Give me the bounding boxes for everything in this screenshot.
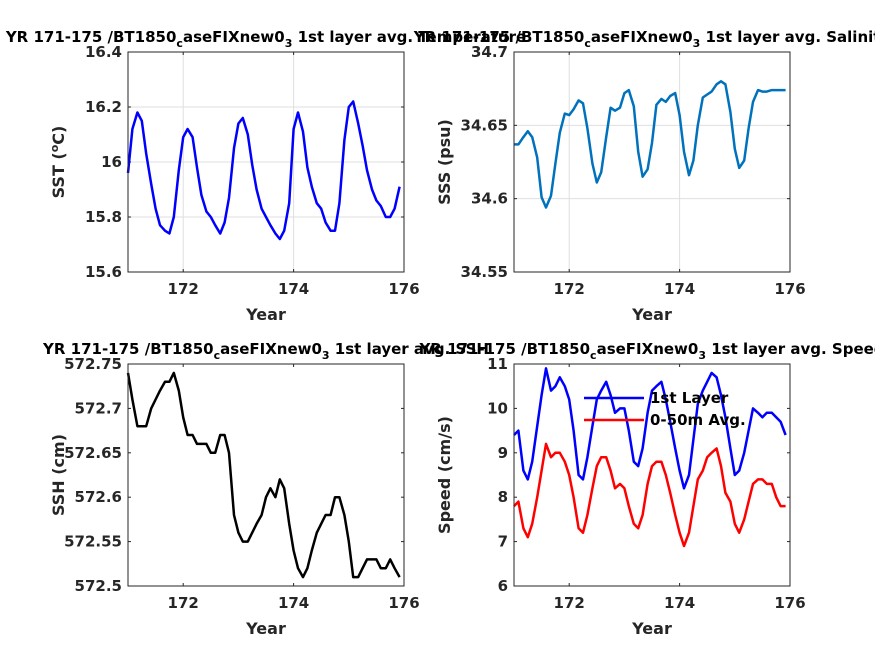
x-axis-label: Year	[245, 619, 286, 638]
legend-label: 0-50m Avg.	[650, 411, 746, 429]
chart-panel-4: 172 174 176 6 7 8 9 10 11 Year Speed (cm/s) YR 171-…	[418, 340, 875, 638]
plot-area	[514, 364, 790, 586]
x-tick-label: 174	[278, 280, 309, 298]
series-line-1	[513, 367, 787, 490]
y-tick-label: 15.8	[85, 208, 122, 226]
chart-title: YR 171-175 /BT1850caseFIXnew03 1st layer…	[42, 340, 489, 362]
y-axis-label: SSH (cm)	[49, 434, 68, 516]
x-tick-label: 176	[388, 594, 419, 612]
y-tick-label: 34.65	[461, 116, 508, 134]
x-tick-label: 174	[278, 594, 309, 612]
y-tick-label: 34.7	[471, 43, 508, 61]
legend-label: 1st Layer	[650, 389, 729, 407]
x-tick-label: 172	[168, 280, 199, 298]
y-axis-label: SST (oC)	[48, 126, 68, 199]
y-axis-label: Speed (cm/s)	[435, 416, 454, 534]
y-tick-label: 6	[498, 577, 508, 595]
x-tick-label: 174	[664, 280, 695, 298]
y-tick-label: 572.7	[75, 399, 122, 417]
series-line-2	[513, 442, 786, 548]
chart-title: YR 171-175 /BT1850caseFIXnew03 1st layer…	[5, 28, 526, 50]
y-axis-label: SSS (psu)	[435, 119, 454, 205]
y-tick-label: 572.75	[64, 355, 122, 373]
y-tick-label: 10	[487, 399, 508, 417]
plot-frame	[127, 363, 405, 587]
x-axis-label: Year	[631, 619, 672, 638]
plot-frame	[513, 363, 791, 587]
y-tick-label: 572.6	[75, 488, 122, 506]
legend: 1st Layer 0-50m Avg.	[584, 389, 746, 429]
y-tick-label: 7	[498, 533, 508, 551]
x-tick-label: 172	[554, 594, 585, 612]
chart-panel-2: 172 174 176 34.55 34.6 34.65 34.7 Year SSS (psu)…	[413, 28, 875, 324]
x-axis-label: Year	[245, 305, 286, 324]
plot-frame	[127, 51, 405, 273]
x-tick-label: 176	[388, 280, 419, 298]
y-tick-label: 34.55	[461, 263, 508, 281]
y-tick-label: 16.4	[85, 43, 122, 61]
chart-title: YR 171-175 /BT1850caseFIXnew03 1st layer…	[418, 340, 875, 362]
chart-title: YR 171-175 /BT1850caseFIXnew03 1st layer…	[413, 28, 875, 50]
y-tick-label: 572.65	[64, 444, 122, 462]
series-line-1	[126, 100, 401, 241]
y-tick-label: 572.55	[64, 533, 122, 551]
y-tick-label: 9	[498, 444, 508, 462]
chart-panel-1: 172 174 176 15.6 15.8 16 16.2 16.4 Year SST (oC) Y…	[5, 28, 526, 324]
series-line-1	[514, 80, 786, 209]
plot-area	[128, 364, 404, 586]
x-axis-label: Year	[631, 305, 672, 324]
x-tick-label: 172	[168, 594, 199, 612]
plot-frame	[513, 51, 791, 273]
x-tick-label: 176	[774, 594, 805, 612]
y-tick-label: 11	[487, 355, 508, 373]
y-tick-label: 34.6	[471, 190, 508, 208]
x-tick-label: 174	[664, 594, 695, 612]
y-tick-label: 572.5	[75, 577, 122, 595]
series-line-1	[126, 371, 401, 579]
x-tick-label: 176	[774, 280, 805, 298]
x-tick-label: 172	[554, 280, 585, 298]
chart-panel-3: 172 174 176 572.5 572.55 572.6 572.65 572.7 572.…	[42, 340, 489, 638]
y-tick-label: 16	[101, 153, 122, 171]
y-tick-label: 8	[498, 488, 508, 506]
y-tick-label: 15.6	[85, 263, 122, 281]
y-tick-label: 16.2	[85, 98, 122, 116]
